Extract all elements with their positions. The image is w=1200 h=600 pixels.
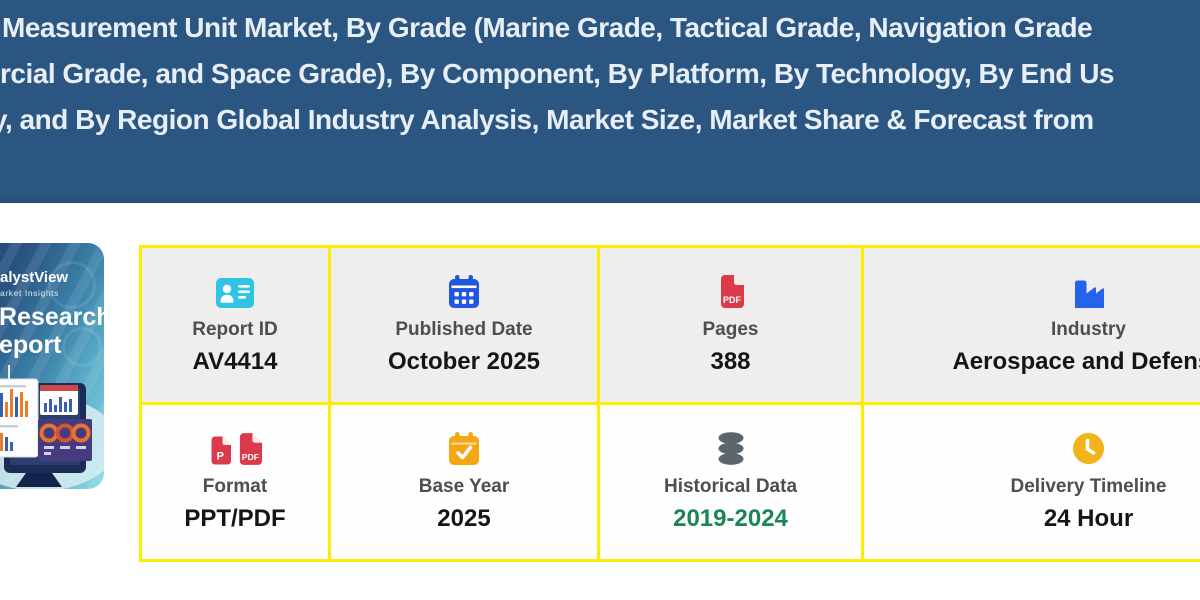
meta-cell-industry: Industry Aerospace and Defense xyxy=(864,248,1200,402)
cover-brand-logo: alystView xyxy=(0,269,69,286)
industry-icon xyxy=(1072,274,1106,308)
id-card-icon xyxy=(216,274,254,308)
pdf-file-icon: PDF xyxy=(718,274,744,308)
meta-value: Aerospace and Defense xyxy=(952,348,1200,375)
calendar-check-icon xyxy=(449,431,479,465)
meta-value: October 2025 xyxy=(387,348,541,375)
report-title-line-3: y, and By Region Global Industry Analysi… xyxy=(0,104,1094,135)
clock-icon xyxy=(1072,431,1105,465)
cover-watermark-circle xyxy=(62,327,102,367)
meta-value: PPT/PDF xyxy=(184,505,286,532)
svg-text:P: P xyxy=(216,450,223,462)
report-title-line-1: Measurement Unit Market, By Grade (Marin… xyxy=(2,12,1093,43)
meta-label: Base Year xyxy=(418,476,510,497)
meta-label: Report ID xyxy=(192,319,278,340)
report-cover-thumbnail: alystView arket Insights Research eport xyxy=(0,243,104,489)
meta-cell-base-year: Base Year 2025 xyxy=(331,405,597,559)
cover-brand-tagline: arket Insights xyxy=(0,288,59,298)
svg-text:PDF: PDF xyxy=(723,295,742,305)
meta-label: Historical Data xyxy=(663,476,798,497)
meta-cell-pages: PDF Pages 388 xyxy=(600,248,861,402)
meta-label: Delivery Timeline xyxy=(1010,476,1167,497)
meta-value: AV4414 xyxy=(192,348,278,375)
report-meta-table: Report ID AV4414 Published Date Octob xyxy=(139,245,1200,562)
meta-cell-report-id: Report ID AV4414 xyxy=(142,248,328,402)
report-title-line-2: rcial Grade, and Space Grade), By Compon… xyxy=(0,58,1115,89)
meta-value: 2025 xyxy=(437,505,491,532)
svg-text:PDF: PDF xyxy=(241,452,258,462)
meta-cell-delivery-timeline: Delivery Timeline 24 Hour xyxy=(864,405,1200,559)
database-icon xyxy=(717,431,745,465)
cover-title-line-2: eport xyxy=(0,331,62,359)
meta-value: 388 xyxy=(710,348,751,375)
meta-label: Industry xyxy=(1051,319,1126,340)
meta-label: Format xyxy=(202,476,268,497)
calendar-days-icon xyxy=(449,274,479,308)
cover-watermark-circle xyxy=(48,261,96,309)
cover-divider-line xyxy=(8,365,10,385)
meta-cell-historical-data: Historical Data 2019-2024 xyxy=(600,405,861,559)
ppt-pdf-files-icon: P PDF xyxy=(209,431,262,465)
meta-value: 2019-2024 xyxy=(673,505,788,532)
cover-monitor-charts-illustration xyxy=(0,378,104,489)
report-title-banner: Measurement Unit Market, By Grade (Marin… xyxy=(0,0,1200,203)
meta-value: 24 Hour xyxy=(1043,505,1134,532)
meta-label: Published Date xyxy=(395,319,533,340)
cover-title-line-1: Research xyxy=(0,303,104,331)
meta-cell-published-date: Published Date October 2025 xyxy=(331,248,597,402)
meta-cell-format: P PDF Format PPT/PDF xyxy=(142,405,328,559)
meta-label: Pages xyxy=(702,319,759,340)
